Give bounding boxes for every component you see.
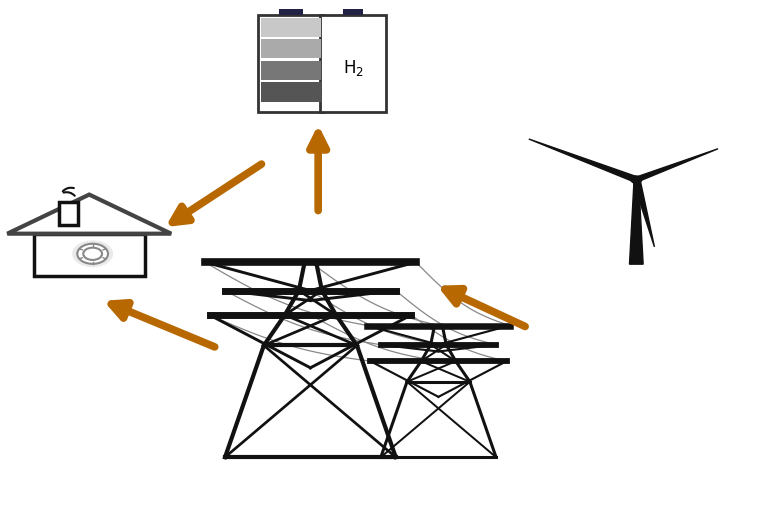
Bar — [279, 10, 303, 15]
Bar — [262, 61, 320, 80]
Bar — [262, 39, 320, 58]
Bar — [34, 234, 145, 276]
Circle shape — [78, 244, 108, 264]
Text: H$_2$: H$_2$ — [343, 58, 363, 78]
Polygon shape — [7, 195, 171, 234]
Bar — [320, 15, 386, 112]
Polygon shape — [635, 149, 718, 182]
Bar — [262, 18, 320, 37]
Bar — [343, 10, 363, 15]
Polygon shape — [528, 139, 639, 182]
Bar — [60, 202, 78, 225]
Circle shape — [631, 176, 642, 183]
Circle shape — [83, 247, 102, 260]
Polygon shape — [632, 179, 654, 247]
Bar — [258, 15, 324, 112]
Circle shape — [72, 240, 113, 267]
Bar — [262, 82, 320, 102]
Polygon shape — [629, 180, 643, 264]
